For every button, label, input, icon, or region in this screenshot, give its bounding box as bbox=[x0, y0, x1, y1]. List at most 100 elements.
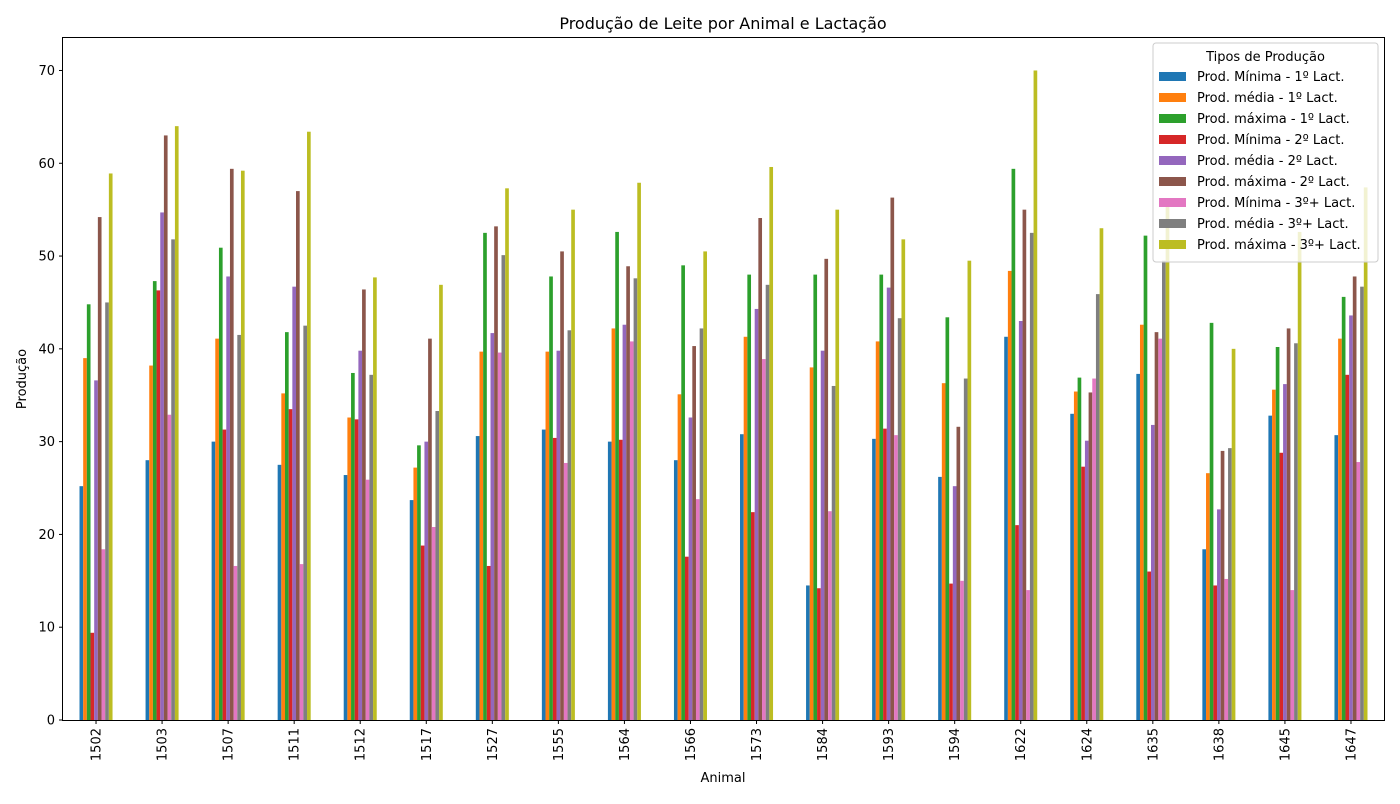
bar bbox=[215, 338, 219, 720]
bar bbox=[281, 393, 285, 720]
bar bbox=[351, 372, 355, 720]
bar bbox=[762, 359, 766, 720]
y-axis: 0 10 20 30 40 50 60 70 bbox=[38, 64, 63, 729]
bar bbox=[1088, 392, 1093, 720]
bar bbox=[883, 428, 887, 720]
bar bbox=[413, 467, 418, 720]
bar bbox=[1345, 374, 1350, 720]
bar bbox=[751, 512, 755, 720]
bar bbox=[226, 276, 230, 720]
x-tick-label: 1555 bbox=[552, 728, 567, 761]
y-tick-label: 20 bbox=[38, 528, 55, 543]
bar bbox=[1099, 228, 1104, 720]
bar bbox=[1217, 509, 1221, 720]
bar bbox=[1272, 389, 1276, 720]
bar bbox=[108, 173, 113, 721]
bar bbox=[875, 341, 880, 720]
bar bbox=[156, 290, 161, 720]
legend-label: Prod. média - 3º+ Lact. bbox=[1197, 217, 1349, 232]
bar bbox=[541, 429, 546, 720]
bar bbox=[824, 258, 829, 720]
bar bbox=[483, 232, 487, 721]
bar bbox=[941, 383, 946, 720]
bar bbox=[567, 330, 572, 720]
bar bbox=[831, 385, 836, 720]
bar bbox=[86, 304, 91, 720]
bar bbox=[229, 168, 234, 720]
bar bbox=[1352, 276, 1357, 720]
bar bbox=[167, 414, 172, 720]
bar bbox=[1095, 294, 1100, 720]
legend-label: Prod. média - 1º Lact. bbox=[1197, 91, 1338, 106]
bar bbox=[1228, 448, 1232, 720]
bar bbox=[897, 318, 902, 720]
bar bbox=[277, 464, 282, 720]
bar bbox=[409, 500, 414, 720]
bar bbox=[1018, 321, 1023, 720]
bar bbox=[365, 479, 370, 720]
legend-swatch bbox=[1159, 219, 1186, 228]
bar bbox=[1081, 466, 1085, 720]
bar bbox=[417, 445, 421, 720]
bar bbox=[1084, 440, 1089, 720]
bar bbox=[1349, 315, 1353, 720]
bar bbox=[872, 438, 876, 720]
bar bbox=[549, 276, 553, 720]
x-tick-label: 1622 bbox=[1014, 728, 1029, 761]
bar bbox=[633, 278, 638, 720]
bar bbox=[703, 251, 707, 720]
bar bbox=[174, 126, 179, 720]
y-tick-label: 50 bbox=[38, 250, 55, 265]
bar bbox=[1220, 450, 1225, 720]
bar bbox=[439, 284, 443, 720]
bar bbox=[615, 231, 619, 720]
bar bbox=[938, 476, 942, 720]
bar bbox=[813, 274, 818, 720]
x-tick-label: 1645 bbox=[1278, 728, 1293, 761]
legend-swatch bbox=[1159, 240, 1186, 249]
bar bbox=[692, 346, 696, 720]
bar bbox=[435, 411, 440, 720]
legend-swatch bbox=[1159, 72, 1186, 81]
legend-label: Prod. Mínima - 3º+ Lact. bbox=[1197, 196, 1355, 211]
bar bbox=[1334, 435, 1339, 720]
y-tick-label: 30 bbox=[38, 435, 55, 450]
bar bbox=[285, 332, 289, 720]
bar bbox=[629, 341, 634, 720]
bar bbox=[1150, 424, 1155, 720]
bar bbox=[1139, 324, 1144, 720]
bar bbox=[354, 419, 359, 720]
bar bbox=[1158, 338, 1162, 720]
bar bbox=[677, 394, 682, 720]
bar bbox=[307, 131, 311, 721]
bars-layer bbox=[79, 70, 1368, 721]
plot-frame bbox=[62, 37, 1385, 721]
bar bbox=[886, 287, 891, 720]
x-axis-label: Animal bbox=[701, 771, 746, 786]
bar bbox=[743, 336, 748, 720]
y-tick-label: 0 bbox=[47, 714, 55, 729]
x-tick-label: 1503 bbox=[156, 728, 171, 761]
bar bbox=[545, 351, 550, 720]
y-tick-label: 10 bbox=[38, 621, 55, 636]
bar bbox=[145, 460, 150, 720]
bar bbox=[765, 284, 770, 720]
x-tick-label: 1502 bbox=[90, 728, 105, 761]
bar bbox=[149, 365, 153, 720]
bar bbox=[879, 274, 884, 720]
bar bbox=[160, 212, 164, 720]
y-tick-label: 60 bbox=[38, 157, 55, 172]
bar bbox=[358, 350, 363, 720]
bar bbox=[1294, 343, 1298, 720]
bar bbox=[79, 486, 84, 720]
bar bbox=[303, 325, 308, 720]
bar bbox=[618, 439, 623, 720]
bar bbox=[1360, 286, 1364, 720]
bar bbox=[611, 328, 616, 720]
bar bbox=[835, 209, 840, 720]
bar bbox=[747, 274, 752, 720]
bar bbox=[1162, 260, 1166, 720]
bar bbox=[1029, 232, 1034, 721]
bar bbox=[105, 302, 109, 720]
